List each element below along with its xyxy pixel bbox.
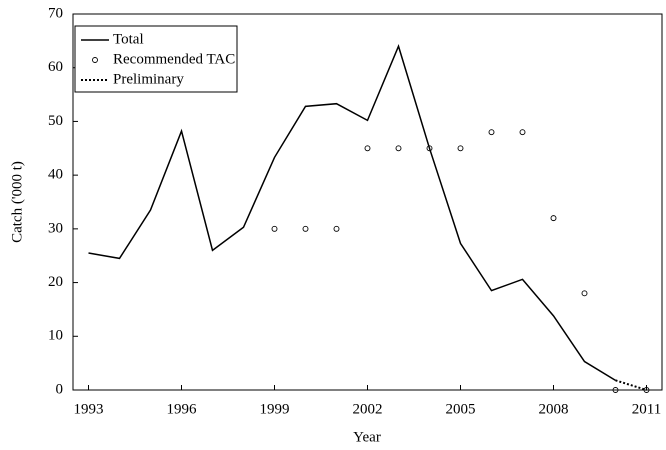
x-tick-label: 2002: [353, 401, 383, 417]
x-tick-label: 1993: [74, 401, 104, 417]
y-tick-label: 70: [48, 5, 63, 21]
y-axis-label: Catch ('000 t): [9, 161, 25, 243]
y-tick-label: 10: [48, 328, 63, 344]
marker: [612, 387, 619, 393]
x-tick-label: 2011: [632, 401, 661, 417]
y-tick-label: 40: [48, 167, 63, 183]
y-tick-label: 50: [48, 113, 63, 129]
legend-label: Recommended TAC: [113, 51, 235, 67]
marker: [457, 145, 464, 152]
marker: [581, 290, 588, 297]
marker: [488, 129, 495, 136]
marker: [643, 387, 650, 393]
legend-label: Total: [113, 31, 144, 47]
marker: [519, 129, 526, 136]
series-line: [88, 44, 616, 381]
marker: [550, 215, 557, 222]
x-tick-label: 2005: [446, 401, 476, 417]
y-tick-label: 60: [48, 59, 63, 75]
x-tick-label: 1996: [167, 401, 198, 417]
marker: [395, 145, 402, 152]
y-tick-label: 0: [56, 381, 64, 397]
y-tick-label: 20: [48, 274, 63, 290]
marker: [333, 225, 340, 232]
marker: [271, 225, 278, 232]
legend-marker: [92, 57, 98, 63]
marker: [364, 145, 371, 152]
y-tick-label: 30: [48, 220, 63, 236]
x-tick-label: 1999: [260, 401, 290, 417]
marker: [302, 225, 309, 232]
series-line: [615, 379, 647, 391]
x-axis-label: Year: [353, 429, 381, 445]
marker: [426, 145, 433, 152]
x-tick-label: 2008: [539, 401, 569, 417]
legend-label: Preliminary: [113, 71, 184, 87]
